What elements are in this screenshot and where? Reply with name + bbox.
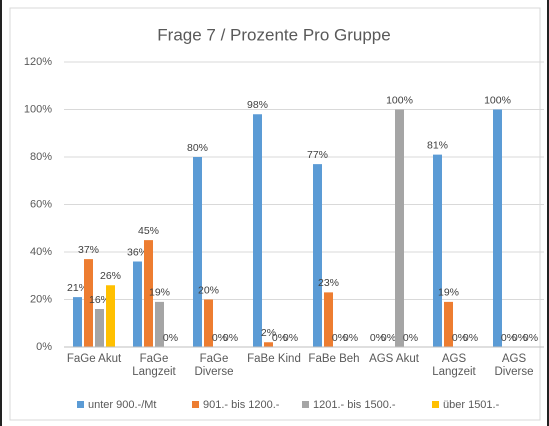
data-label: 2% (261, 327, 276, 339)
y-tick-label: 40% (30, 246, 52, 258)
data-label: 45% (138, 225, 159, 237)
data-label: 19% (438, 287, 459, 299)
bar (73, 297, 82, 347)
x-tick-label: FaBe Kind (247, 353, 301, 365)
data-label: 0% (223, 332, 238, 344)
data-label: 23% (318, 277, 339, 289)
legend-label: 1201.- bis 1500.- (313, 399, 396, 411)
data-label: 0% (452, 332, 467, 344)
bar (144, 240, 153, 347)
x-tick-label: FaGe Diverse (194, 353, 234, 378)
legend-label: unter 900.-/Mt (88, 399, 156, 411)
x-tick-label: FaBe Beh (308, 353, 360, 365)
bar (253, 114, 262, 347)
data-label: 0% (212, 332, 227, 344)
bar (204, 299, 213, 347)
bar (264, 342, 273, 347)
data-label: 20% (198, 284, 219, 296)
data-label: 19% (149, 287, 170, 299)
data-label: 0% (512, 332, 527, 344)
data-label: 36% (127, 246, 148, 258)
data-label: 37% (78, 244, 99, 256)
data-label: 100% (386, 94, 413, 106)
y-tick-label: 100% (24, 103, 52, 115)
data-label: 26% (100, 270, 121, 282)
legend-swatch (192, 401, 199, 408)
bar (155, 301, 164, 347)
y-tick-label: 20% (30, 293, 52, 305)
data-label: 77% (307, 149, 328, 161)
bar (95, 309, 104, 347)
data-label: 0% (343, 332, 358, 344)
data-label: 0% (272, 332, 287, 344)
data-label: 0% (463, 332, 478, 344)
x-tick-label: FaGe Akut (66, 353, 122, 365)
data-label: 80% (187, 142, 208, 154)
data-label: 98% (247, 99, 268, 111)
x-tick-label: AGS Langzeit (432, 353, 476, 378)
chart-area (9, 7, 541, 421)
bar (433, 154, 442, 347)
bar (324, 292, 333, 347)
data-label: 0% (283, 332, 298, 344)
data-label: 0% (381, 332, 396, 344)
bar (133, 261, 142, 347)
bar (395, 109, 404, 347)
bar (493, 109, 502, 347)
legend-swatch (77, 401, 84, 408)
x-tick-label: AGS Akut (369, 353, 419, 365)
bar (106, 285, 115, 347)
bar (193, 157, 202, 347)
bar (313, 164, 322, 347)
x-tick-label: FaGe Langzeit (132, 353, 176, 378)
y-tick-label: 0% (36, 341, 52, 353)
bar (84, 259, 93, 347)
legend-label: über 1501.- (443, 399, 500, 411)
data-label: 21% (67, 282, 88, 294)
x-tick-label: AGS Diverse (494, 353, 534, 378)
y-tick-label: 60% (30, 198, 52, 210)
data-label: 0% (370, 332, 385, 344)
data-label: 0% (332, 332, 347, 344)
data-label: 16% (89, 294, 110, 306)
data-label: 0% (523, 332, 538, 344)
data-label: 0% (501, 332, 516, 344)
chart-title: Frage 7 / Prozente Pro Gruppe (157, 25, 390, 44)
y-tick-label: 80% (30, 151, 52, 163)
legend-label: 901.- bis 1200.- (203, 399, 280, 411)
y-tick-label: 120% (24, 56, 52, 68)
data-label: 81% (427, 139, 448, 151)
data-label: 0% (163, 332, 178, 344)
legend-swatch (432, 401, 439, 408)
bar (444, 301, 453, 347)
data-label: 100% (484, 94, 511, 106)
legend-swatch (302, 401, 309, 408)
data-label: 0% (403, 332, 418, 344)
